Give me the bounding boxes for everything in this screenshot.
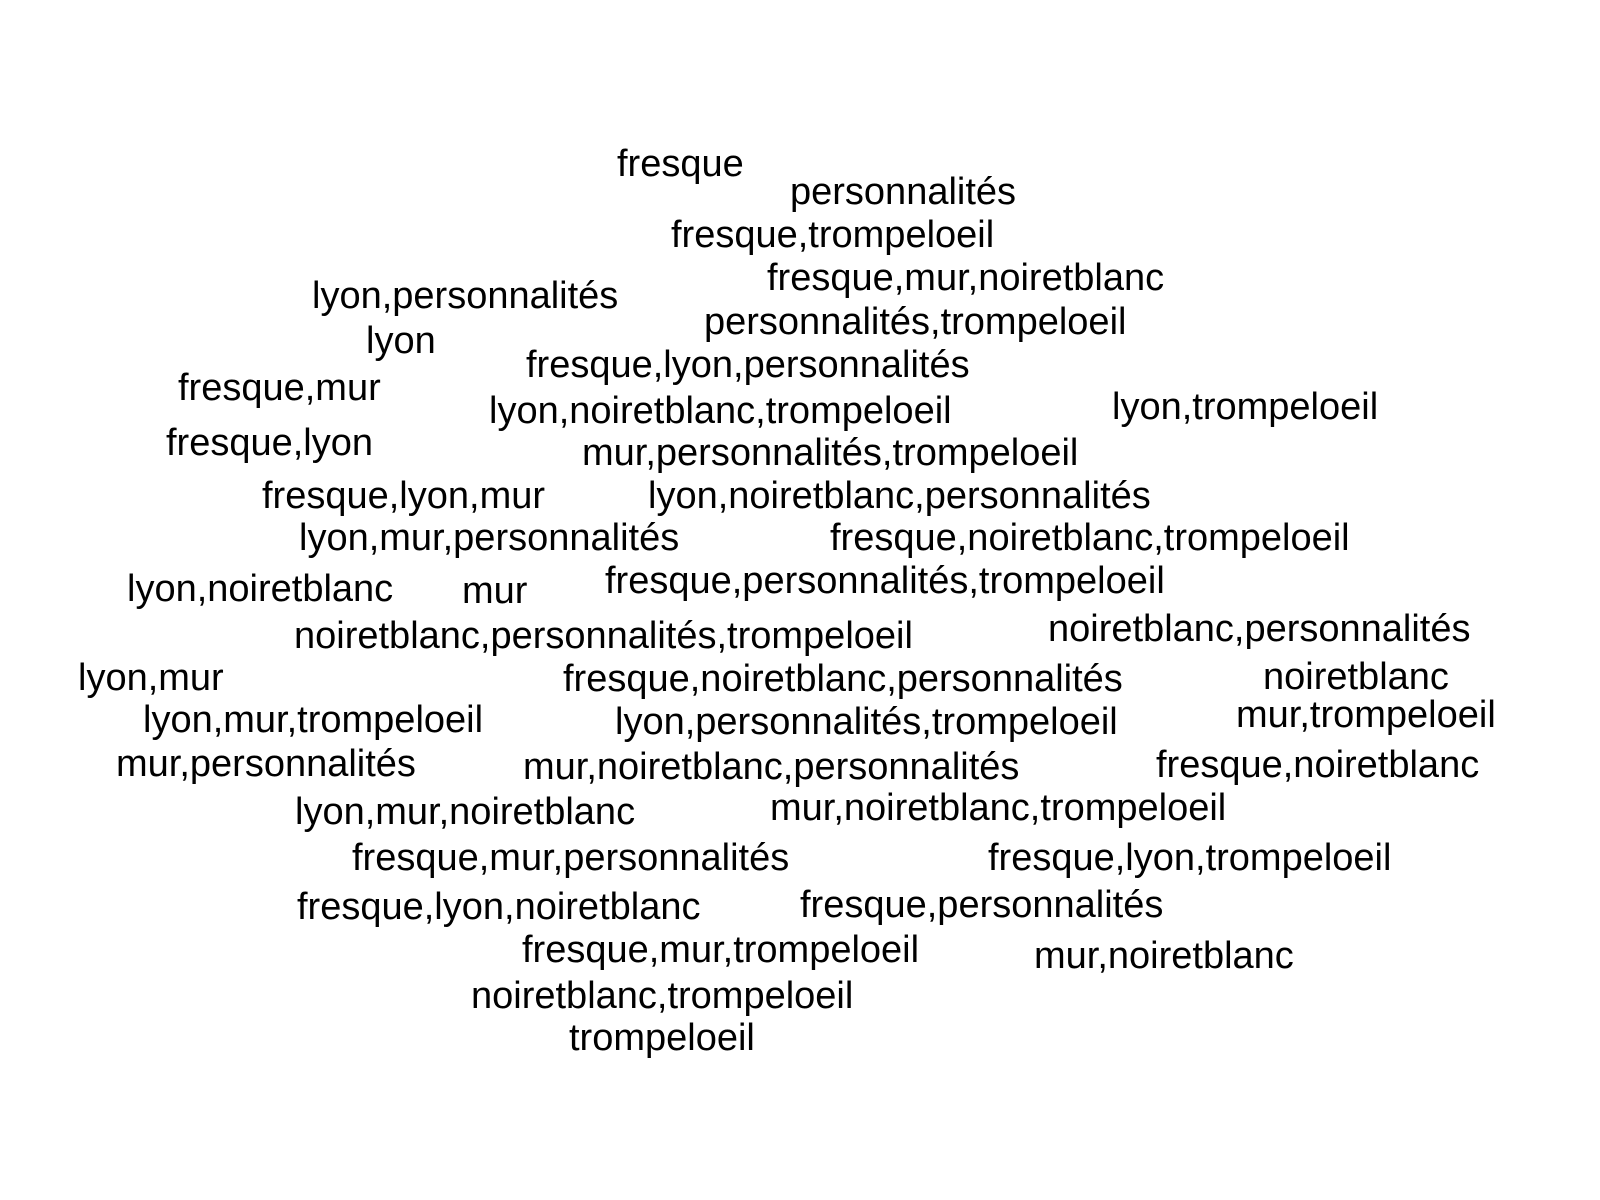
word: fresque,lyon,noiretblanc — [297, 886, 701, 928]
word: noiretblanc,personnalités — [1048, 608, 1471, 650]
word: mur,personnalités,trompeloeil — [582, 432, 1079, 474]
word: mur,personnalités — [116, 743, 416, 785]
word: fresque,personnalités — [800, 884, 1164, 926]
word: lyon,mur,noiretblanc — [295, 791, 636, 833]
word: fresque,personnalités,trompeloeil — [605, 560, 1165, 602]
word: fresque,noiretblanc,personnalités — [563, 658, 1123, 700]
word: lyon,noiretblanc,personnalités — [648, 475, 1151, 517]
word: fresque,noiretblanc,trompeloeil — [830, 517, 1350, 559]
word: fresque,lyon,personnalités — [526, 344, 970, 386]
word: fresque,noiretblanc — [1156, 744, 1480, 786]
word: mur — [462, 570, 528, 612]
word: lyon,noiretblanc,trompeloeil — [489, 390, 952, 432]
word: fresque,lyon,mur — [262, 475, 546, 517]
word: lyon,personnalités — [312, 275, 619, 317]
word: lyon,mur — [78, 657, 224, 699]
word: fresque,mur,personnalités — [352, 837, 790, 879]
word: mur,noiretblanc,trompeloeil — [770, 787, 1227, 829]
word: noiretblanc,personnalités,trompeloeil — [294, 615, 913, 657]
word: noiretblanc — [1263, 656, 1449, 698]
word: fresque,lyon,trompeloeil — [988, 837, 1392, 879]
word: noiretblanc,trompeloeil — [471, 975, 854, 1017]
word: fresque — [617, 143, 744, 185]
word: lyon,trompeloeil — [1112, 386, 1379, 428]
word: mur,trompeloeil — [1236, 694, 1496, 736]
word: lyon,mur,trompeloeil — [143, 699, 484, 741]
word: mur,noiretblanc — [1034, 935, 1294, 977]
word: lyon,noiretblanc — [127, 568, 394, 610]
word: fresque,mur — [178, 367, 381, 409]
word: fresque,mur,noiretblanc — [767, 257, 1165, 299]
word: lyon — [366, 320, 436, 362]
word: fresque,lyon — [166, 422, 374, 464]
word: trompeloeil — [569, 1017, 755, 1059]
word: fresque,trompeloeil — [671, 214, 995, 256]
word: mur,noiretblanc,personnalités — [523, 746, 1020, 788]
word: lyon,personnalités,trompeloeil — [615, 701, 1118, 743]
word: fresque,mur,trompeloeil — [522, 929, 920, 971]
word: personnalités — [790, 171, 1017, 213]
word: personnalités,trompeloeil — [704, 301, 1127, 343]
word: lyon,mur,personnalités — [299, 517, 680, 559]
